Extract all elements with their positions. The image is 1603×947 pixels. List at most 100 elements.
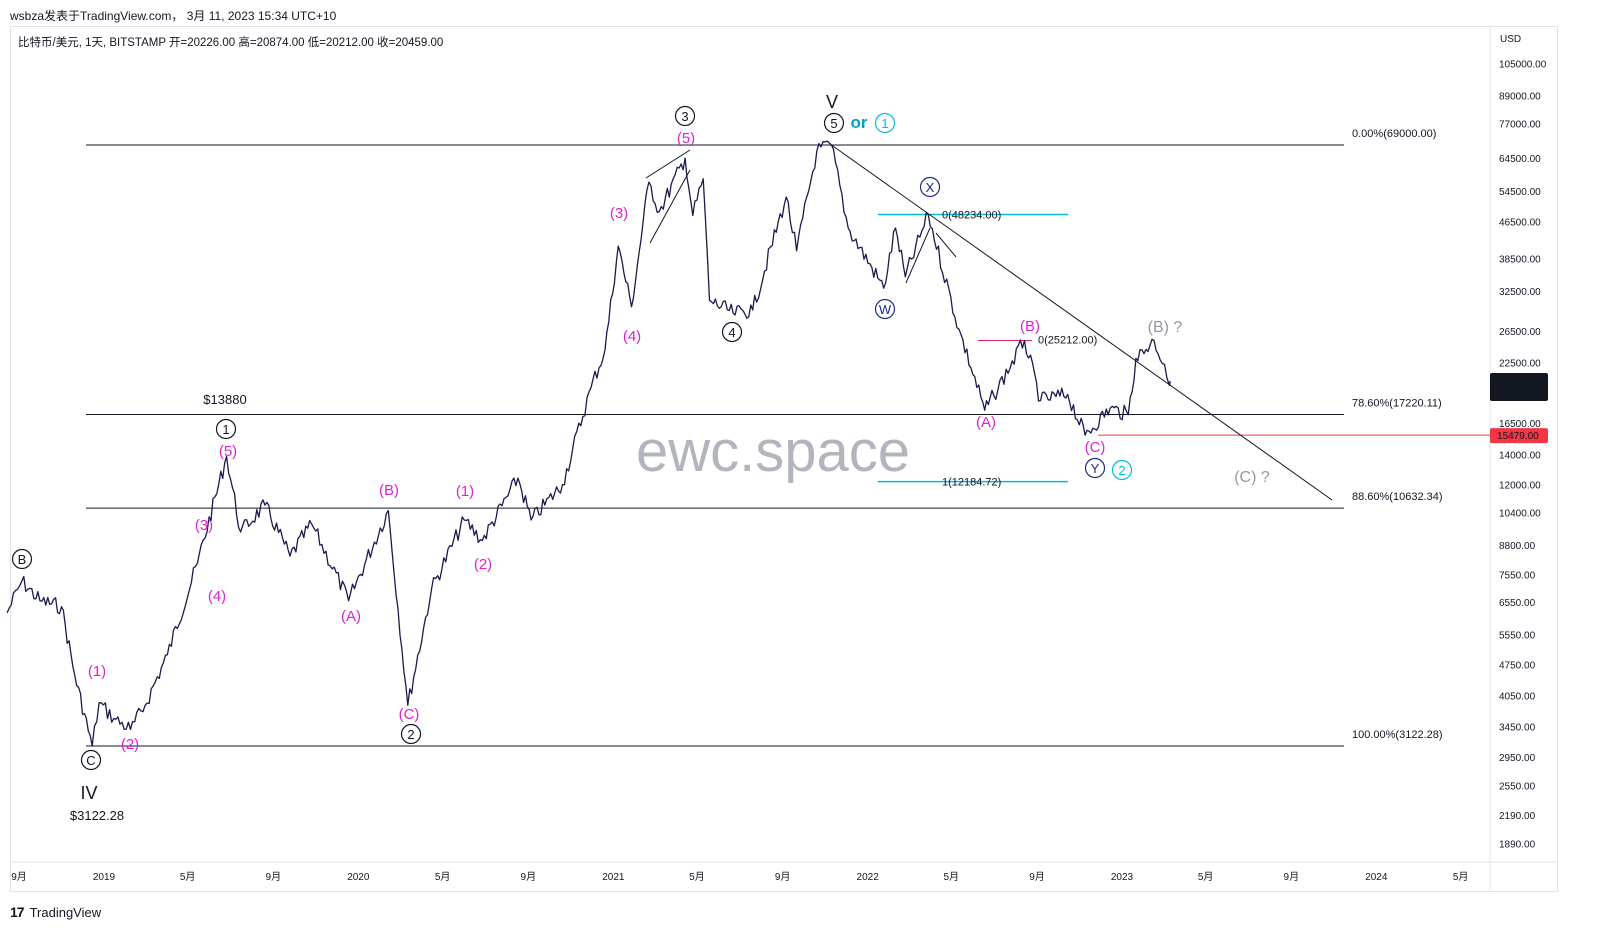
price-annotation-low: $3122.28 [70,808,124,823]
x-tick-label: 5月 [435,871,451,883]
y-tick-label: 2550.00 [1499,781,1536,792]
x-tick-label: 5月 [1198,871,1214,883]
x-tick-label: 9月 [266,871,282,883]
fib-level-label: 0.00%(69000.00) [1352,128,1436,140]
wave-label-circled: 2 [1118,463,1125,478]
wave-label-circled: X [926,180,935,195]
wave-label-magenta: (A) [341,608,361,625]
tradingview-logo[interactable]: 17 TradingView [10,904,101,920]
wave-label-circled: 5 [830,116,837,131]
wave-label-circled: 4 [728,325,735,340]
y-tick-label: 6550.00 [1499,598,1536,609]
tradingview-logo-text: TradingView [29,904,102,920]
stop-price-value: 15479.00 [1497,431,1539,442]
price-series-line [6,140,1171,747]
wedge-line [649,169,691,244]
wave-label-circled: 2 [407,727,414,742]
x-tick-label: 2022 [857,872,880,883]
fib-small-label: 0(48234.00) [942,210,1001,222]
wave-label-magenta: (B) [1020,318,1040,335]
y-tick-label: 5550.00 [1499,630,1536,641]
wave-circle-marker [11,548,33,570]
x-tick-label: 5月 [689,871,705,883]
x-tick-label: 2024 [1365,872,1388,883]
y-tick-label: 54500.00 [1499,187,1541,198]
last-price-tag [1490,373,1548,402]
wave-label-iv: IV [80,783,97,803]
y-tick-label: 3450.00 [1499,723,1536,734]
watermark-text: ewc.space [636,419,911,484]
x-tick-label: 9月 [1284,871,1300,883]
wave-label-circled: 1 [222,422,229,437]
y-tick-label: 10400.00 [1499,508,1541,519]
wave-label-gray: (B) ? [1148,319,1183,336]
y-tick-label: 8800.00 [1499,541,1536,552]
wave-circle-marker [400,723,422,745]
wave-label-gray: (C) ? [1234,469,1270,486]
wave-circle-marker [80,749,102,771]
y-tick-label: 38500.00 [1499,254,1541,265]
fib-level-label: 88.60%(10632.34) [1352,491,1443,503]
wave-label-magenta: (2) [121,736,139,753]
wave-label-magenta: (B) [379,482,399,499]
wave-label-magenta: (1) [456,483,474,500]
wave-circle-marker [674,105,696,127]
wave-label-circled: C [86,753,95,768]
wave-label-magenta: (4) [208,588,226,605]
wedge-line [645,149,691,179]
wave-label-magenta: (3) [195,517,213,534]
wedge-line [905,227,931,284]
wave-label-magenta: (A) [976,414,996,431]
wave-label-circled: 3 [681,109,688,124]
wedge-line [935,232,957,258]
y-tick-label: 14000.00 [1499,451,1541,462]
y-tick-label: 32500.00 [1499,287,1541,298]
fib-small-label: 0(25212.00) [1038,334,1097,346]
x-tick-label: 2020 [347,872,370,883]
x-tick-label: 5月 [944,871,960,883]
wave-label-magenta: (5) [219,443,237,460]
x-tick-label: 5月 [1453,871,1469,883]
wave-circle-marker [1084,457,1106,479]
trendline-descending [831,144,1333,501]
y-tick-label: 64500.00 [1499,154,1541,165]
wave-or-text: or [851,113,868,132]
x-tick-label: 2023 [1111,872,1134,883]
y-tick-label: 46500.00 [1499,218,1541,229]
last-price-value: 20459.00 [1497,376,1539,387]
publisher-credit: wsbza发表于TradingView.com， 3月 11, 2023 15:… [10,9,337,23]
wave-label-magenta: (C) [399,706,420,723]
fib-small-label: 1(12184.72) [942,477,1001,489]
wave-label-magenta: (C) [1085,439,1106,456]
wave-circle-marker [721,321,743,343]
y-tick-label: 2950.00 [1499,753,1536,764]
y-tick-label: 1890.00 [1499,839,1536,850]
wave-label-magenta: (2) [474,556,492,573]
y-tick-label: 4750.00 [1499,661,1536,672]
y-tick-label: 26500.00 [1499,327,1541,338]
wave-label-v: V [826,92,838,112]
fib-level-label: 78.60%(17220.11) [1352,397,1442,409]
y-tick-label: 7550.00 [1499,571,1536,582]
y-tick-label: 89000.00 [1499,92,1541,103]
wave-label-circled: W [879,302,892,317]
wave-label-magenta: (3) [610,205,628,222]
price-annotation-high: $13880 [203,392,246,407]
y-tick-label: 2190.00 [1499,811,1536,822]
wave-circle-marker [823,112,845,134]
y-tick-label: 16500.00 [1499,419,1541,430]
x-tick-label: 2019 [93,872,116,883]
y-tick-label: 12000.00 [1499,481,1541,492]
wave-circle-marker [919,176,941,198]
wave-circle-marker [874,298,896,320]
wave-label-circled: Y [1091,461,1100,476]
y-tick-label: 105000.00 [1499,59,1547,70]
wave-label-magenta: (4) [623,328,641,345]
stop-price-tag [1490,428,1548,444]
wave-label-magenta: (1) [88,663,106,680]
x-tick-label: 9月 [521,871,537,883]
x-tick-label: 9月 [775,871,791,883]
y-tick-label: 4050.00 [1499,691,1536,702]
wave-circle-marker [215,418,237,440]
